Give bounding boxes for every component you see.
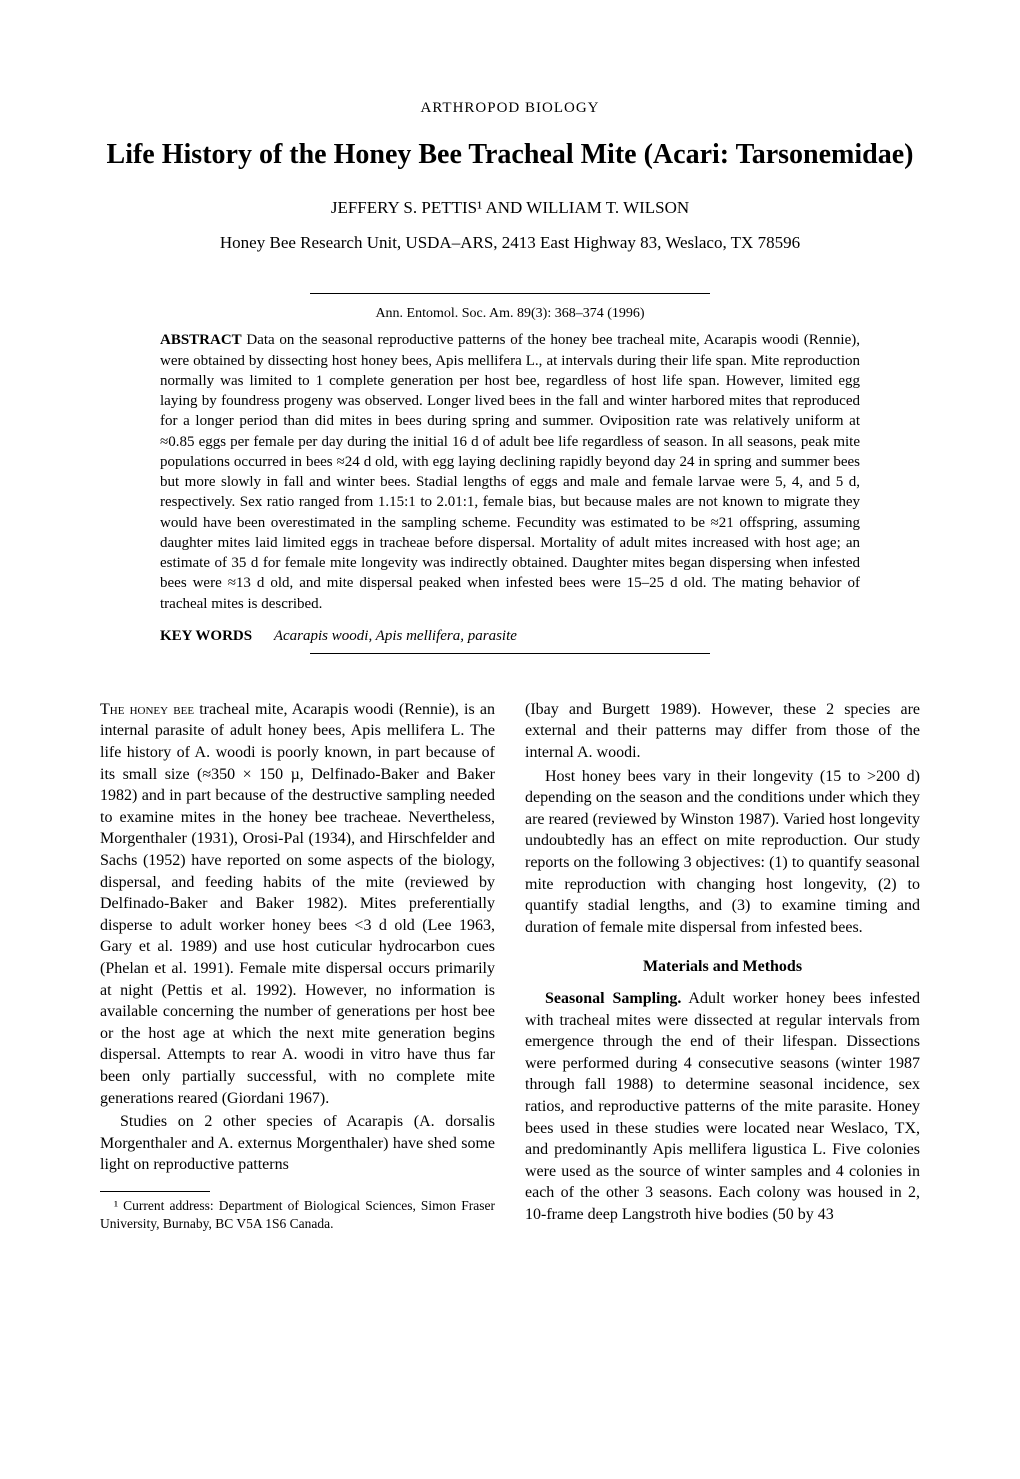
authors: JEFFERY S. PETTIS¹ AND WILLIAM T. WILSON — [100, 198, 920, 218]
body-para-1: The honey bee tracheal mite, Acarapis wo… — [100, 699, 495, 1109]
methods-text: Adult worker honey bees infested with tr… — [525, 990, 920, 1223]
body-para-4: Host honey bees vary in their longevity … — [525, 766, 920, 939]
left-column: The honey bee tracheal mite, Acarapis wo… — [100, 699, 495, 1232]
abstract-block: ABSTRACT Data on the seasonal reproducti… — [160, 330, 860, 614]
body-columns: The honey bee tracheal mite, Acarapis wo… — [100, 699, 920, 1232]
citation: Ann. Entomol. Soc. Am. 89(3): 368–374 (1… — [100, 306, 920, 322]
methods-para: Seasonal Sampling. Adult worker honey be… — [525, 988, 920, 1226]
affiliation: Honey Bee Research Unit, USDA–ARS, 2413 … — [100, 233, 920, 253]
footnote: ¹ Current address: Department of Biologi… — [100, 1197, 495, 1232]
abstract-rule-bottom — [310, 653, 710, 654]
footnote-rule — [100, 1191, 210, 1192]
body-para-2: Studies on 2 other species of Acarapis (… — [100, 1111, 495, 1176]
abstract-text: Data on the seasonal reproductive patter… — [160, 332, 860, 611]
para1-rest: tracheal mite, Acarapis woodi (Rennie), … — [100, 701, 495, 1107]
methods-runin: Seasonal Sampling. — [545, 990, 681, 1007]
keywords-block: KEY WORDS Acarapis woodi, Apis mellifera… — [160, 628, 860, 645]
paper-title: Life History of the Honey Bee Tracheal M… — [100, 137, 920, 173]
lead-smallcaps: The honey bee — [100, 701, 194, 718]
abstract-label: ABSTRACT — [160, 332, 242, 348]
abstract-rule-top — [310, 293, 710, 294]
section-label: ARTHROPOD BIOLOGY — [100, 100, 920, 117]
methods-heading: Materials and Methods — [525, 956, 920, 978]
body-para-3: (Ibay and Burgett 1989). However, these … — [525, 699, 920, 764]
keywords-text: Acarapis woodi, Apis mellifera, parasite — [274, 628, 517, 644]
keywords-label: KEY WORDS — [160, 628, 252, 644]
right-column: (Ibay and Burgett 1989). However, these … — [525, 699, 920, 1232]
